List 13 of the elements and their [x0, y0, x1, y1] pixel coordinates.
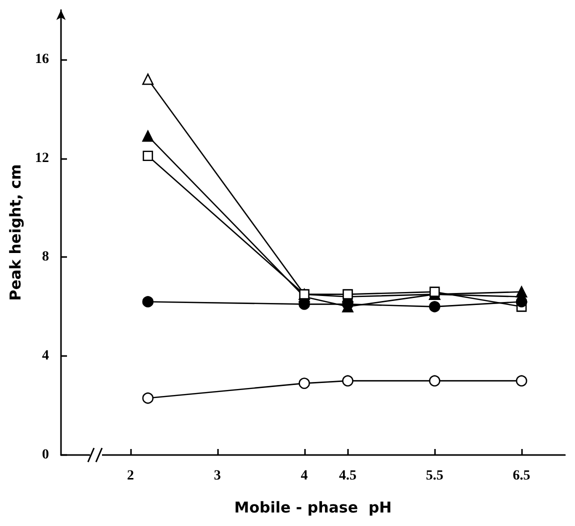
x-tick-label: 4 [300, 468, 308, 484]
x-tick-label: 5.5 [426, 468, 444, 484]
x-tick-label: 6.5 [512, 468, 530, 484]
y-tick-label: 12 [35, 150, 49, 166]
y-tick-label: 0 [42, 448, 49, 462]
x-tick-label: 3 [214, 468, 221, 484]
x-tick-label: 2 [127, 468, 134, 484]
y-tick-label: 16 [35, 52, 49, 67]
x-axis-title: Mobile - phase pH [234, 498, 392, 516]
x-tick-label: 4.5 [339, 468, 357, 484]
y-axis-title: Peak height, cm [6, 164, 24, 301]
y-tick-label: 8 [42, 250, 49, 265]
y-tick-label: 4 [42, 348, 49, 364]
